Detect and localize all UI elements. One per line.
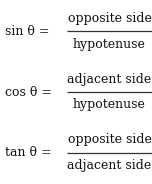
Text: sin θ =: sin θ = — [5, 25, 49, 38]
Text: hypotenuse: hypotenuse — [73, 38, 146, 51]
Text: adjacent side: adjacent side — [67, 73, 152, 86]
Text: opposite side: opposite side — [67, 133, 151, 146]
Text: hypotenuse: hypotenuse — [73, 98, 146, 111]
Text: opposite side: opposite side — [67, 12, 151, 25]
Text: tan θ =: tan θ = — [5, 146, 51, 159]
Text: adjacent side: adjacent side — [67, 159, 152, 172]
Text: cos θ =: cos θ = — [5, 86, 52, 98]
